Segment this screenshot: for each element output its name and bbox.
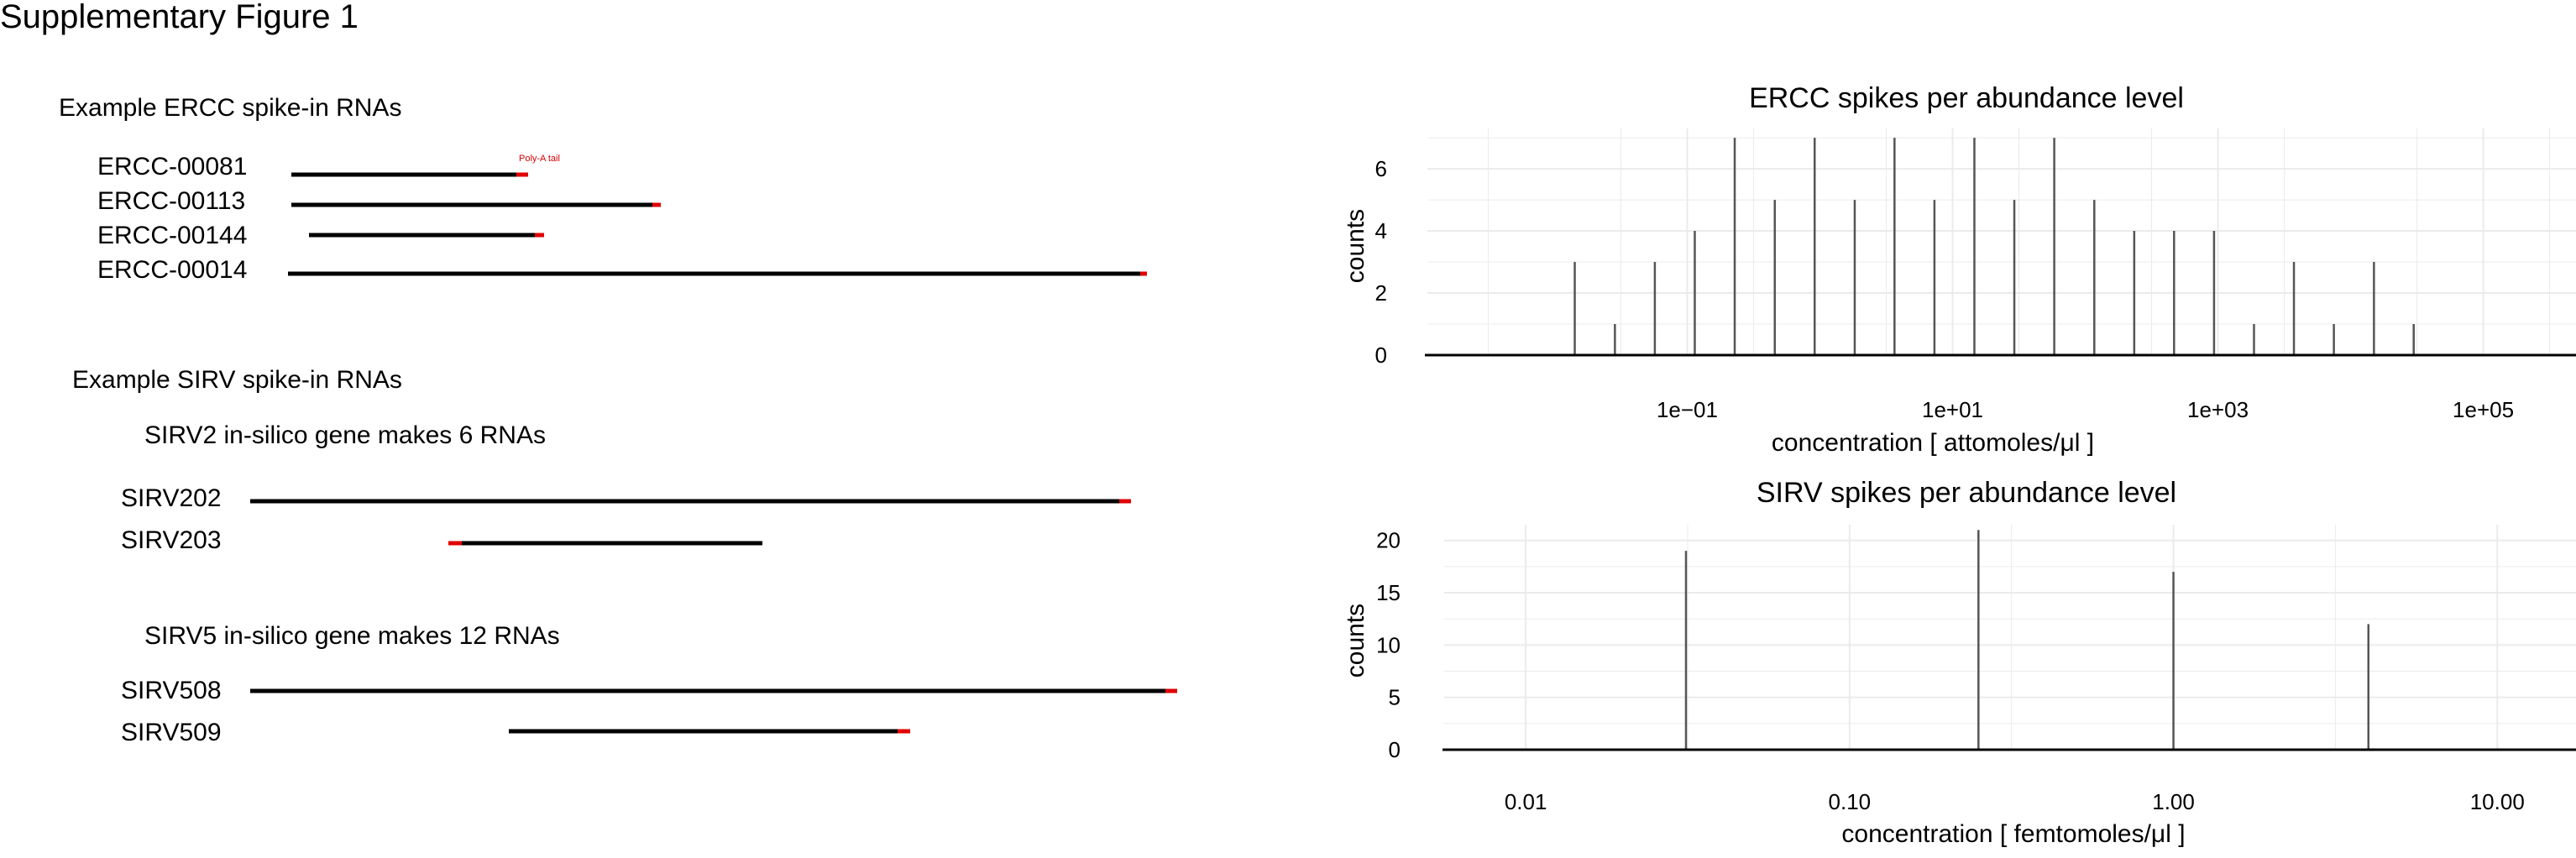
sirv-x-tick-label: 0.01: [1505, 789, 1547, 814]
sirv-chart-title: SIRV spikes per abundance level: [1757, 477, 2176, 509]
sirv-chart: SIRV spikes per abundance level counts c…: [1342, 477, 2576, 848]
sirv-x-tick-label: 10.00: [2470, 789, 2525, 814]
sirv-x-tick-label: 0.10: [1829, 789, 1872, 814]
sirv-y-tick-label: 15: [1376, 580, 1401, 605]
sirv2-group-title: SIRV2 in-silico gene makes 6 RNAs: [144, 421, 546, 449]
ercc-chart-title: ERCC spikes per abundance level: [1749, 82, 2184, 114]
sirv509-label: SIRV509: [121, 719, 222, 746]
ercc-spikes: [1573, 138, 2415, 355]
poly-a-tail-label: Poly-A tail: [519, 154, 560, 164]
ercc-y-axis-label: counts: [1342, 209, 1369, 283]
ercc-x-tick-label: 1e+05: [2453, 397, 2514, 422]
sirv-x-axis-label: concentration [ femtomoles/μl ]: [1841, 820, 2185, 848]
sirv-y-axis-label: counts: [1342, 604, 1369, 678]
ercc-00113-label: ERCC-00113: [97, 187, 246, 215]
sirv203-label: SIRV203: [121, 526, 222, 554]
ercc-chart: ERCC spikes per abundance level counts c…: [1342, 82, 2576, 457]
sirv-gridlines: [1444, 525, 2576, 751]
sirv-y-ticks: 0 5 10 15 20: [1376, 528, 1401, 762]
ercc-y-tick-label: 0: [1375, 343, 1387, 368]
ercc-y-tick-label: 6: [1375, 156, 1387, 181]
sirv-heading: Example SIRV spike-in RNAs: [72, 366, 402, 394]
ercc-x-ticks: 1e−01 1e+01 1e+03 1e+05: [1657, 397, 2514, 422]
rna-schematics: [250, 172, 1177, 734]
ercc-00014-label: ERCC-00014: [97, 256, 248, 284]
figure-title: Supplementary Figure 1: [0, 0, 359, 35]
ercc-00081-label: ERCC-00081: [97, 153, 248, 180]
sirv508-label: SIRV508: [121, 677, 222, 704]
ercc-heading: Example ERCC spike-in RNAs: [59, 94, 402, 122]
ercc-gridlines: [1427, 128, 2576, 356]
sirv-y-tick-label: 5: [1389, 685, 1401, 710]
sirv-y-tick-label: 0: [1389, 737, 1401, 762]
ercc-x-tick-label: 1e−01: [1657, 397, 1718, 422]
sirv202-label: SIRV202: [121, 484, 222, 512]
sirv-x-tick-label: 1.00: [2152, 789, 2195, 814]
sirv5-group-title: SIRV5 in-silico gene makes 12 RNAs: [144, 622, 560, 650]
ercc-y-tick-label: 4: [1375, 218, 1387, 243]
sirv-y-tick-label: 20: [1376, 528, 1401, 553]
ercc-y-tick-label: 2: [1375, 280, 1387, 306]
ercc-00144-label: ERCC-00144: [97, 222, 248, 249]
ercc-x-axis-label: concentration [ attomoles/μl ]: [1772, 429, 2094, 457]
ercc-x-tick-label: 1e+01: [1922, 397, 1983, 422]
ercc-y-ticks: 0 2 4 6: [1375, 156, 1387, 368]
sirv-spikes: [1684, 530, 2370, 750]
ercc-x-tick-label: 1e+03: [2187, 397, 2249, 422]
sirv-y-tick-label: 10: [1376, 632, 1401, 657]
sirv-x-ticks: 0.01 0.10 1.00 10.00: [1505, 789, 2525, 814]
